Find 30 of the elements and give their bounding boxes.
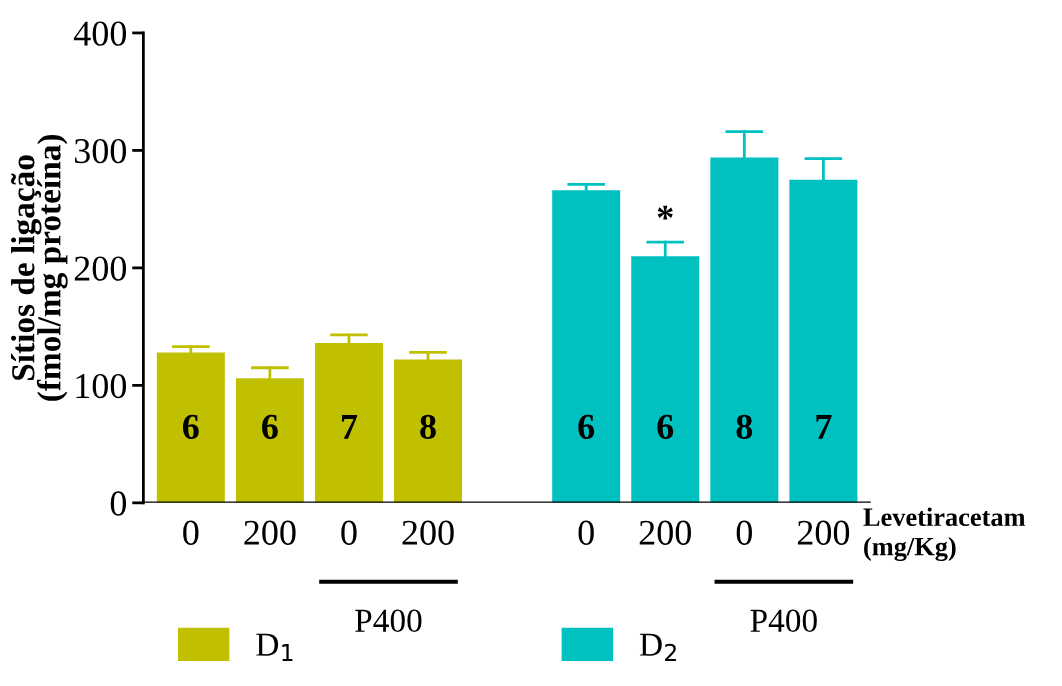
y-tick-label: 0 [110,491,127,516]
x-tick-label: 0 [578,520,594,545]
x-tick-label: 200 [244,520,296,545]
annotation: 8 [736,414,753,440]
annotation: 6 [578,414,595,440]
y-tick-label: 100 [76,373,127,399]
annotation: 6 [183,414,199,440]
x-tick-label: 200 [797,520,850,545]
annotation: * [657,205,673,220]
annotation: 6 [262,414,278,440]
annotation: 8 [420,414,436,440]
annotation: 7 [342,415,358,439]
x-tick-label: 0 [183,520,199,545]
x-tick-label: 0 [341,520,357,545]
y-tick-label: 300 [74,138,127,164]
text: P400 [355,609,422,633]
x-axis-title: Levetiracetam (mg/Kg) [863,507,1026,562]
legend-label: D$_{2}$ [639,633,676,662]
bar [552,190,621,503]
annotation: 7 [816,415,832,439]
x-tick-label: 0 [736,520,752,545]
y-tick-label: 200 [74,256,127,281]
text: P400 [750,609,817,633]
annotation: 6 [657,414,674,440]
x-tick-label: 200 [639,520,691,545]
x-tick-label: 200 [402,520,454,545]
bar [156,352,225,503]
legend-label: D$_{1}$ [256,633,293,662]
y-tick-label: 400 [73,21,127,46]
y-axis-title: Sítios de ligação (fmol/mg proteína) [10,134,68,401]
